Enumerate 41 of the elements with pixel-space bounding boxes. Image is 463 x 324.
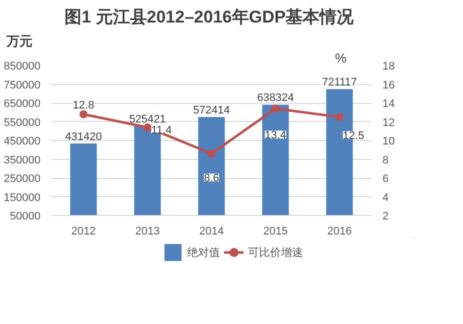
- y2-tick-label: 16: [382, 79, 395, 92]
- data-label: 431420: [65, 130, 102, 143]
- y-tick-label: 850000: [4, 60, 41, 72]
- y2-tick-label: 18: [382, 60, 395, 72]
- y2-tick-label: 14: [382, 98, 395, 110]
- data-label: 12.5: [342, 130, 364, 142]
- y-tick-label: 650000: [4, 98, 41, 110]
- data-label: 12.8: [72, 99, 94, 112]
- y2-tick-label: 12: [382, 116, 395, 129]
- point: [272, 104, 280, 113]
- y2-tick-label: 2: [382, 210, 389, 222]
- data-label: 11.4: [151, 124, 172, 136]
- point: [80, 110, 88, 118]
- x-tick-label: 2013: [135, 226, 160, 238]
- chart-title: 图1 元江县2012–2016年GDP基本情况: [64, 8, 355, 26]
- point: [336, 113, 344, 122]
- x-tick-label: 2015: [263, 226, 288, 238]
- y2-tick-label: 4: [382, 192, 389, 204]
- y2-tick-label: 8: [382, 154, 389, 166]
- y-tick-label: 750000: [4, 79, 41, 92]
- y2-tick-label: 10: [382, 136, 395, 148]
- y-tick-label: 250000: [4, 173, 41, 185]
- y2-tick-label: 6: [382, 173, 389, 185]
- point: [144, 123, 152, 132]
- data-label: 525421: [129, 113, 166, 126]
- data-label: 572414: [193, 104, 230, 117]
- legend-label: 可比价增速: [248, 246, 303, 260]
- y-tick-label: 50000: [10, 210, 41, 222]
- y-tick-label: 150000: [4, 192, 41, 204]
- y2-axis-title: %: [334, 50, 347, 66]
- data-label: 638324: [257, 92, 294, 104]
- y-tick-label: 450000: [4, 136, 41, 148]
- x-tick-label: 2016: [327, 226, 352, 238]
- y-tick-label: 550000: [4, 116, 41, 129]
- x-tick-label: 2014: [199, 226, 224, 238]
- y-axis-title: 万元: [6, 34, 32, 48]
- x-tick-label: 2012: [71, 226, 96, 238]
- point: [208, 150, 216, 158]
- data-label: 721117: [322, 76, 358, 89]
- legend-label: 绝对值: [187, 246, 220, 260]
- y-tick-label: 350000: [4, 154, 41, 166]
